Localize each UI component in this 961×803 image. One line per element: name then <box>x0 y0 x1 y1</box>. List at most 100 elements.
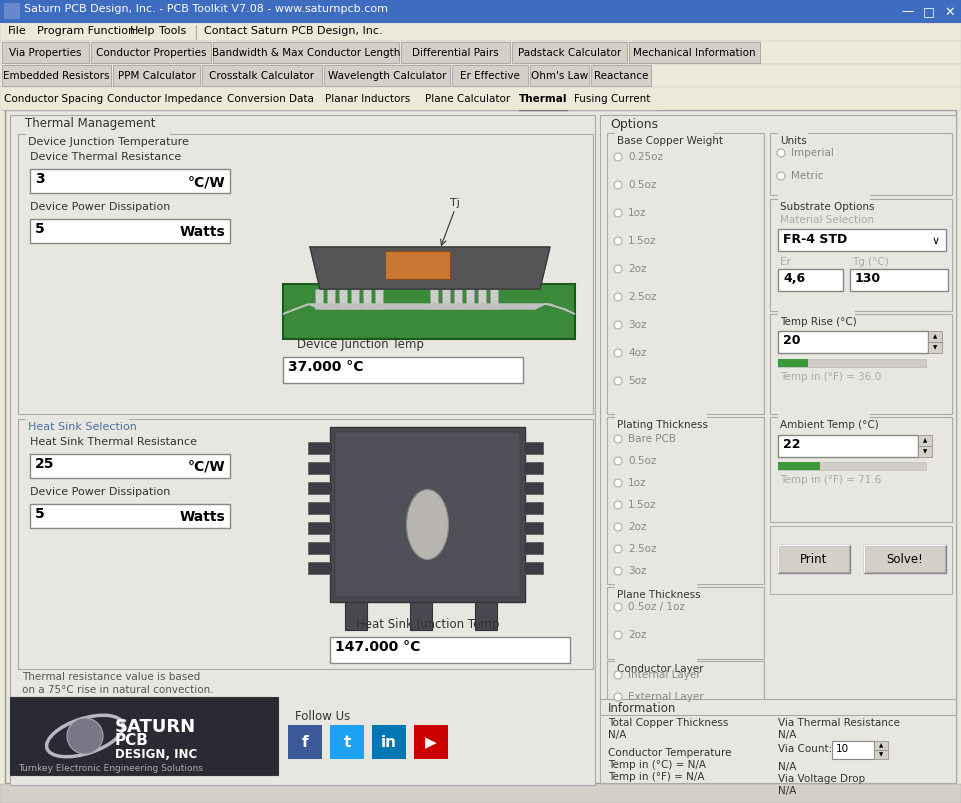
Bar <box>478 290 486 310</box>
Text: Via Thermal Resistance: Via Thermal Resistance <box>778 717 900 727</box>
Text: Bandwidth & Max Conductor Length: Bandwidth & Max Conductor Length <box>211 48 400 58</box>
Text: 10: 10 <box>836 743 850 753</box>
Bar <box>770 418 952 522</box>
Text: ▶: ▶ <box>425 735 437 749</box>
Bar <box>778 230 946 251</box>
Bar <box>778 435 918 458</box>
Text: Ohm's Law: Ohm's Law <box>530 71 588 81</box>
Text: Units: Units <box>780 136 806 146</box>
Text: Temp Rise (°C): Temp Rise (°C) <box>780 316 857 327</box>
Text: N/A: N/A <box>608 729 627 739</box>
Bar <box>4 4 20 20</box>
Circle shape <box>614 154 622 161</box>
Bar <box>864 545 946 573</box>
Text: Contact Saturn PCB Design, Inc.: Contact Saturn PCB Design, Inc. <box>204 26 382 36</box>
Circle shape <box>614 210 622 218</box>
Text: 20: 20 <box>783 333 801 347</box>
Bar <box>452 66 528 87</box>
Circle shape <box>614 181 622 190</box>
Text: Temp in (°C) = N/A: Temp in (°C) = N/A <box>608 759 706 769</box>
Circle shape <box>614 479 622 487</box>
Text: Options: Options <box>610 118 658 131</box>
Bar <box>315 290 323 310</box>
Bar <box>523 522 543 534</box>
Bar <box>113 66 200 87</box>
Bar <box>850 270 948 291</box>
Bar <box>30 504 230 528</box>
Circle shape <box>614 671 622 679</box>
Bar <box>607 661 764 713</box>
Text: 5oz: 5oz <box>628 376 647 385</box>
Text: Temp in (°F) = 71.6: Temp in (°F) = 71.6 <box>780 475 881 484</box>
Text: FR-4 STD: FR-4 STD <box>783 233 848 246</box>
Bar <box>108 88 222 111</box>
Text: DESIGN, INC: DESIGN, INC <box>115 747 197 760</box>
Text: Conductor Impedance: Conductor Impedance <box>107 95 222 104</box>
Bar <box>512 43 627 64</box>
Text: t: t <box>343 735 351 749</box>
Bar <box>308 442 332 454</box>
Bar <box>454 290 462 310</box>
Text: Thermal Management: Thermal Management <box>25 117 156 130</box>
Bar <box>519 88 567 111</box>
Bar <box>0 88 961 111</box>
Text: 1oz: 1oz <box>628 208 647 218</box>
Text: 2oz: 2oz <box>628 521 647 532</box>
Text: Crosstalk Calculator: Crosstalk Calculator <box>209 71 314 81</box>
Bar <box>778 332 928 353</box>
Text: Er: Er <box>780 257 791 267</box>
Circle shape <box>614 435 622 443</box>
Bar <box>778 414 871 423</box>
Bar <box>615 583 697 593</box>
Text: Temp in (°F) = 36.0: Temp in (°F) = 36.0 <box>780 372 881 381</box>
Text: Tj: Tj <box>450 198 460 208</box>
Bar <box>330 638 570 663</box>
Bar <box>918 435 932 446</box>
Polygon shape <box>283 304 575 315</box>
Bar <box>600 699 956 783</box>
Bar <box>2 88 106 111</box>
Text: Follow Us: Follow Us <box>295 709 350 722</box>
Bar <box>26 415 129 426</box>
Bar <box>778 463 926 471</box>
Text: —: — <box>901 6 914 18</box>
Bar <box>628 43 759 64</box>
Text: Er Effective: Er Effective <box>459 71 520 81</box>
Bar <box>308 463 332 475</box>
Bar <box>523 442 543 454</box>
Text: 3oz: 3oz <box>628 565 647 575</box>
Bar <box>318 88 416 111</box>
Bar <box>324 66 450 87</box>
Bar <box>442 290 450 310</box>
Bar <box>0 784 961 803</box>
Text: Base Copper Weight: Base Copper Weight <box>617 136 723 146</box>
Text: File: File <box>8 26 27 36</box>
Text: ∨: ∨ <box>932 236 940 246</box>
Text: 2.5oz: 2.5oz <box>628 544 656 553</box>
Bar <box>607 134 764 414</box>
Bar <box>919 0 940 24</box>
Text: Saturn PCB Design, Inc. - PCB Toolkit V7.08 - www.saturnpcb.com: Saturn PCB Design, Inc. - PCB Toolkit V7… <box>24 4 388 14</box>
Text: Device Power Dissipation: Device Power Dissipation <box>30 487 170 496</box>
Text: Material Selection: Material Selection <box>780 214 874 225</box>
Text: Via Count:: Via Count: <box>778 743 832 753</box>
Bar <box>10 116 595 785</box>
Text: Print: Print <box>801 552 827 566</box>
Bar <box>308 522 332 534</box>
Text: Conductor Spacing: Conductor Spacing <box>4 95 104 104</box>
Bar <box>418 88 516 111</box>
Text: Heat Sink Selection: Heat Sink Selection <box>28 422 136 431</box>
Text: 1.5oz: 1.5oz <box>628 236 656 246</box>
Text: External Layer: External Layer <box>628 691 703 701</box>
Bar <box>2 43 89 64</box>
Bar <box>874 750 888 759</box>
Text: Plating Thickness: Plating Thickness <box>617 419 708 430</box>
Ellipse shape <box>407 490 449 560</box>
Circle shape <box>777 173 785 181</box>
Text: N/A: N/A <box>778 729 797 739</box>
Bar <box>778 360 808 368</box>
Bar <box>363 290 371 310</box>
Text: SATURN: SATURN <box>115 717 196 735</box>
Bar <box>372 725 406 759</box>
Bar <box>288 725 322 759</box>
